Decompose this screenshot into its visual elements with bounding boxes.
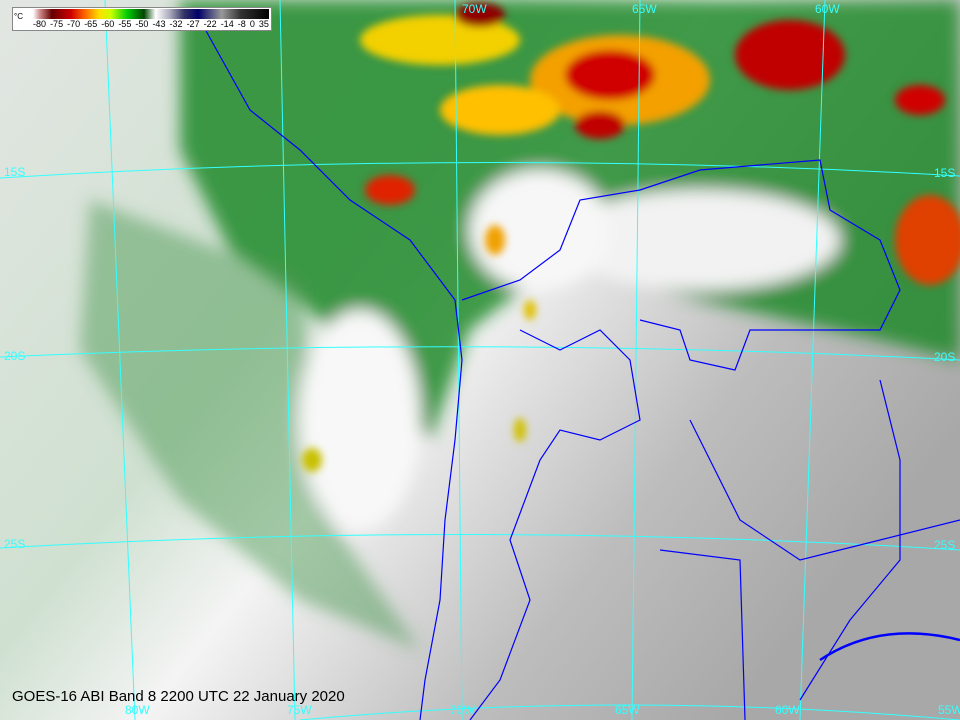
lat-label-right: 15S [934,166,956,180]
colorbar-tick: -43 [152,19,166,29]
colorbar-tick: -60 [101,19,115,29]
lon-label-top: 70W [462,2,487,16]
colorbar-tick: -32 [169,19,183,29]
lon-label-top: 60W [815,2,840,16]
colorbar-tick: -8 [237,19,246,29]
colorbar-tick: 0 [249,19,255,29]
colorbar-tick: -55 [118,19,132,29]
lat-label-left: 20S [4,349,26,363]
lon-label-bottom: 70W [450,703,475,717]
lat-label-right: 20S [934,350,956,364]
lon-label-bottom: 65W [615,703,640,717]
cloud-field [80,0,960,650]
colorbar-ticks: -80 -75 -70 -65 -60 -55 -50 -43 -32 -27 … [33,19,269,29]
colorbar-tick: -27 [186,19,200,29]
temperature-colorbar: °C -80 -75 -70 -65 -60 -55 -50 -43 -32 -… [12,7,272,31]
lon-label-bottom: 75W [287,703,312,717]
colorbar-tick: -65 [84,19,98,29]
colorbar-tick: -80 [33,19,47,29]
lat-label-left: 15S [4,165,26,179]
lon-label-bottom: 80W [125,703,150,717]
colorbar-tick: -75 [50,19,64,29]
colorbar-tick: -70 [67,19,81,29]
lon-label-bottom: 55W [938,703,960,717]
image-caption: GOES-16 ABI Band 8 2200 UTC 22 January 2… [12,688,345,705]
lon-label-top: 65W [632,2,657,16]
lat-label-right: 25S [934,538,956,552]
lon-label-bottom: 60W [775,703,800,717]
colorbar-tick: -14 [220,19,234,29]
lat-label-left: 25S [4,537,26,551]
colorbar-tick: -50 [135,19,149,29]
convective-cores [302,3,960,472]
colorbar-gradient [33,9,269,19]
colorbar-tick: -22 [203,19,217,29]
political-borders [199,19,960,720]
colorbar-unit: °C [14,12,23,21]
colorbar-tick: 35 [258,19,269,29]
